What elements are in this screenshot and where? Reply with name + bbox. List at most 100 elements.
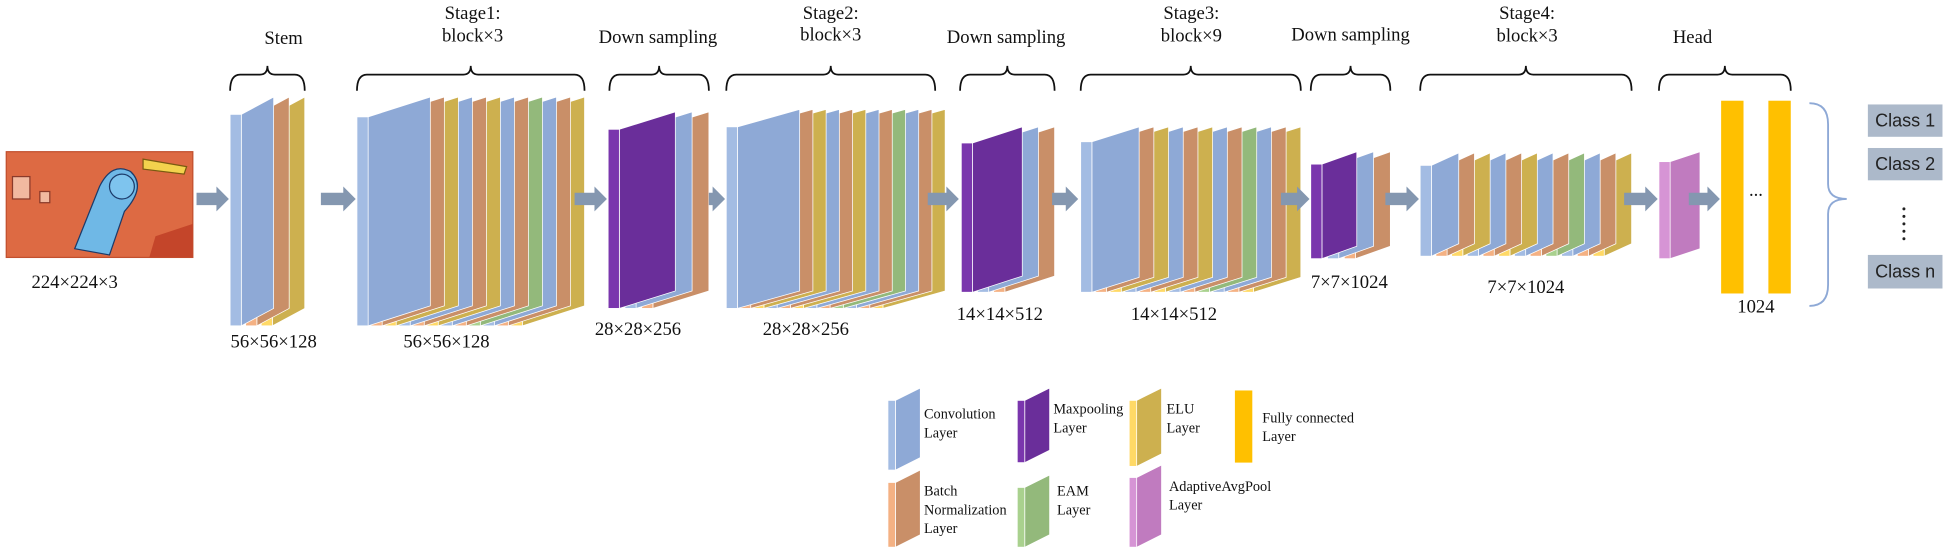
legend-icon-edge [1128,400,1138,467]
legend-icon-edge [1128,477,1138,548]
feature-size: 56×56×128 [403,332,489,353]
feature-size: 28×28×256 [763,319,849,340]
feature-size: 14×14×512 [1131,304,1217,325]
input-image [5,151,194,259]
legend-label: Layer [924,521,958,537]
brace [1658,65,1792,91]
brace [1309,65,1392,91]
brace [959,65,1056,91]
feature-size: 7×7×1024 [1487,277,1565,298]
arrow [927,186,959,212]
class-box [1867,147,1943,181]
legend-icon-face [1024,474,1050,548]
legend-label: Layer [1057,502,1091,518]
legend-label: Layer [1167,420,1201,436]
layer-face [1431,152,1460,257]
legend-label: ELU [1167,402,1195,418]
arrow [196,186,229,212]
stage-title: Stage2: [803,3,859,24]
legend-icon-face [1024,387,1050,464]
stage-title: block×9 [1161,26,1222,47]
stage-title: block×3 [800,24,861,45]
legend-icon [1234,390,1253,463]
legend-label: AdaptiveAvgPool [1169,479,1271,495]
legend-icon-edge [887,400,896,471]
legend-icon-edge [887,482,896,548]
stage-title: Stage3: [1163,3,1219,24]
legend-label: Layer [1053,420,1087,436]
stage-title: Head [1673,27,1713,48]
legend-icon-face [895,387,921,471]
arrow [708,186,726,212]
legend-label: Fully connected [1262,410,1354,426]
class-box [1867,104,1943,137]
arrow [1385,186,1419,212]
fc-layer [1768,100,1791,294]
arrow [1280,186,1310,212]
class-ellipsis [1902,207,1906,241]
class-brace [1809,102,1847,307]
fc-layer [1721,100,1744,294]
stage-title: Stem [264,28,303,49]
layer-face [367,96,431,327]
stage-title: Down sampling [1291,24,1410,45]
layer-edge [607,128,620,309]
brace [608,65,710,91]
legend-icon-edge [1016,400,1026,463]
brace [229,65,306,91]
stage-title: block×3 [1497,26,1558,47]
layer-edge [229,114,242,327]
brace [1419,65,1633,91]
stage-title: Stage1: [445,3,501,24]
class-label: Class n [1875,262,1935,282]
stage-title: block×3 [442,26,503,47]
stage-title: Down sampling [947,27,1066,48]
head-ellipsis: ... [1749,180,1763,201]
input-size: 224×224×3 [32,272,118,293]
legend-label: Normalization [924,502,1007,518]
legend-icon-face [895,469,921,548]
stage-title: Stage4: [1499,3,1555,24]
layer-edge [356,116,369,327]
arrow [1624,186,1658,212]
layer-edge [1419,165,1432,257]
layer-face [618,111,676,309]
legend-label: Layer [1169,497,1203,513]
feature-size: 7×7×1024 [1311,272,1389,293]
legend-icon-face [1136,464,1162,548]
arrow [574,186,607,212]
legend-label: EAM [1057,484,1089,500]
feature-size: 14×14×512 [957,304,1043,325]
layer-edge [1310,163,1323,260]
legend-icon-face [1136,387,1162,467]
legend-label: Maxpooling [1053,402,1123,418]
layer-edge [725,126,738,309]
feature-size: 28×28×256 [595,319,681,340]
class-label: Class 2 [1875,154,1935,174]
brace [1079,65,1302,91]
feature-size: 56×56×128 [230,332,316,353]
class-box [1867,254,1943,289]
layer-face [972,126,1023,293]
layer-edge [1080,141,1093,293]
arrow [1688,186,1720,212]
stage-title: Down sampling [599,27,718,48]
arrow [1052,186,1079,212]
legend-label: Layer [1262,429,1296,445]
layer-edge [1658,161,1671,260]
arrow [320,186,356,212]
layer-face [1321,151,1358,260]
legend-icon-edge [1016,487,1026,548]
legend-label: Layer [924,425,958,441]
class-label: Class 1 [1875,111,1935,131]
brace [725,65,937,91]
feature-size: 1024 [1737,297,1775,318]
layer-edge [960,142,973,293]
layer-face [737,108,801,309]
layer-face [1091,126,1140,293]
layer-face [240,96,275,327]
brace [356,65,586,91]
legend-label: Convolution [924,407,996,423]
legend-label: Batch [924,484,957,500]
